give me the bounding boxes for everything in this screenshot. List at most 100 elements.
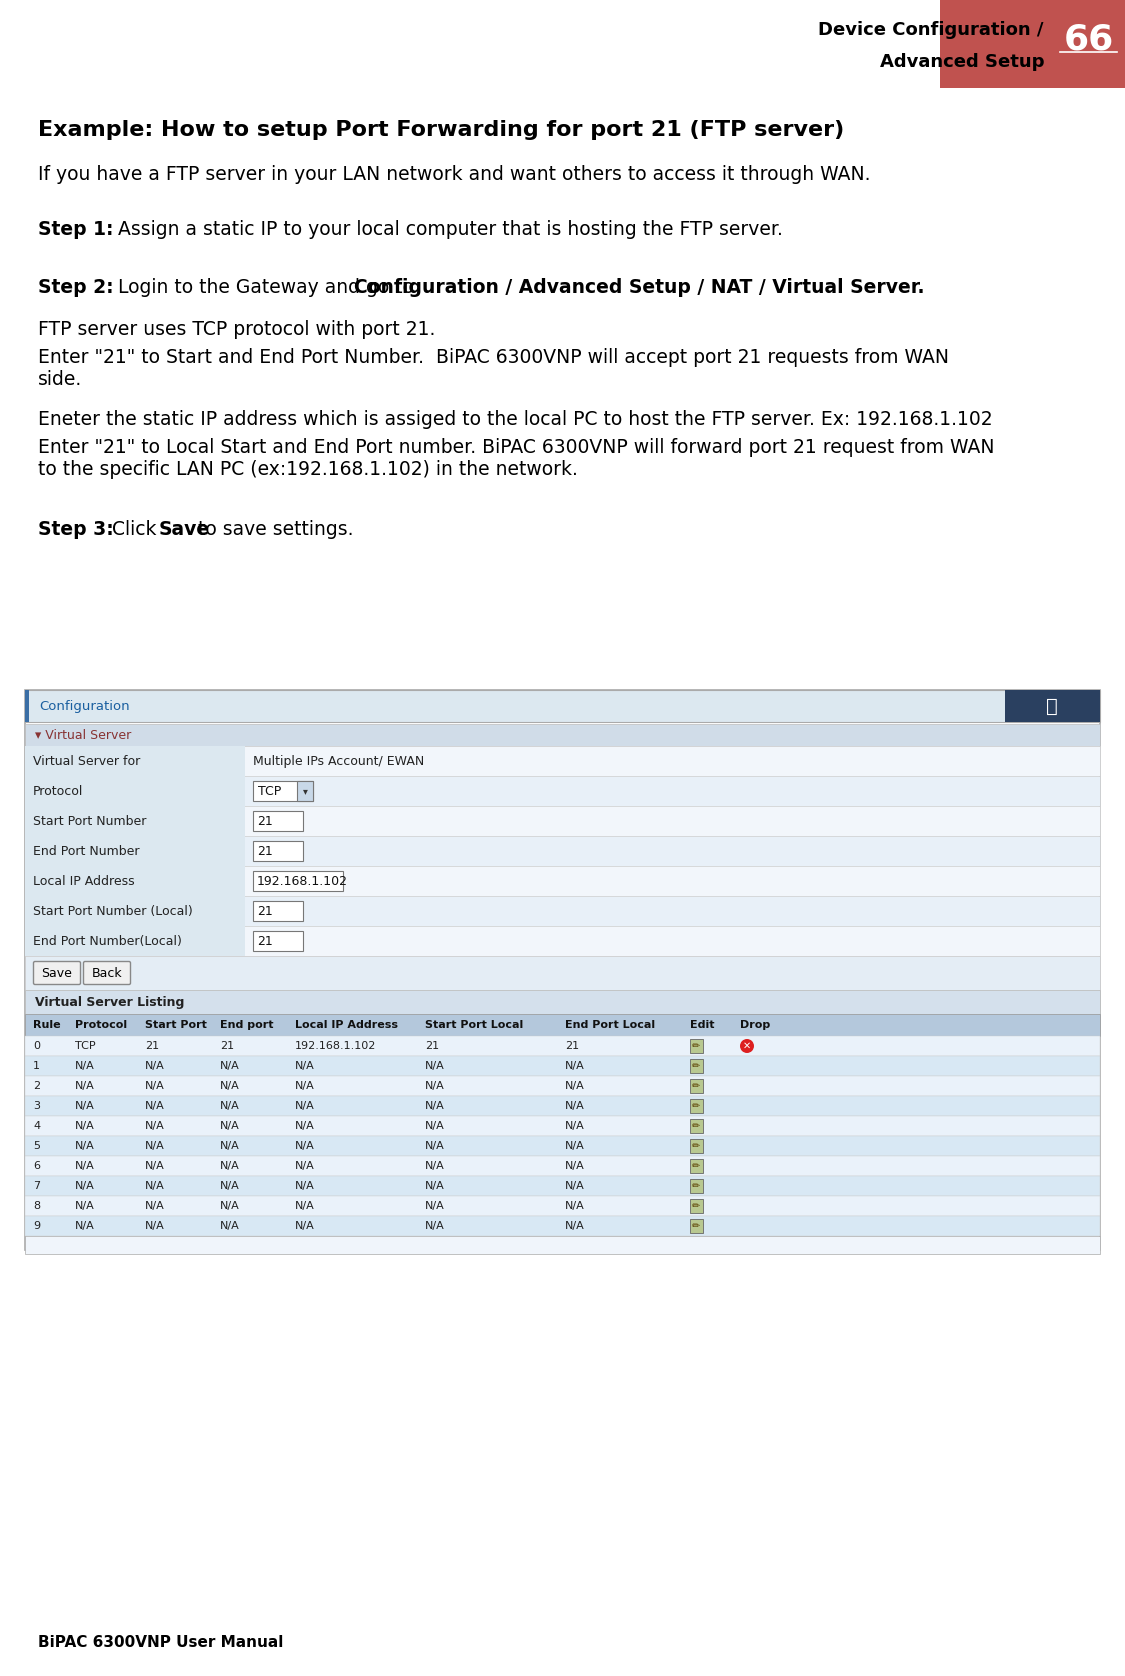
Text: BiPAC 6300VNP User Manual: BiPAC 6300VNP User Manual xyxy=(38,1636,284,1649)
Bar xyxy=(25,897,245,927)
Text: ✏: ✏ xyxy=(692,1182,700,1192)
Bar xyxy=(690,1198,703,1213)
Text: 8: 8 xyxy=(33,1202,40,1212)
Text: 0: 0 xyxy=(33,1041,40,1051)
Bar xyxy=(25,1056,1100,1076)
Text: End port: End port xyxy=(220,1021,273,1031)
Text: Step 1:: Step 1: xyxy=(38,220,114,240)
Text: End Port Number(Local): End Port Number(Local) xyxy=(33,935,182,947)
FancyBboxPatch shape xyxy=(34,962,81,984)
Bar xyxy=(25,691,1100,1250)
Text: N/A: N/A xyxy=(295,1061,315,1071)
Text: 192.168.1.102: 192.168.1.102 xyxy=(295,1041,377,1051)
Text: N/A: N/A xyxy=(565,1222,585,1230)
Text: N/A: N/A xyxy=(565,1141,585,1151)
Bar xyxy=(253,872,343,892)
Bar xyxy=(25,866,245,897)
Text: Click: Click xyxy=(106,520,162,540)
Bar xyxy=(690,1039,703,1053)
Text: ✏: ✏ xyxy=(692,1141,700,1151)
Text: 21: 21 xyxy=(145,1041,159,1051)
Bar xyxy=(25,1096,1100,1116)
Bar xyxy=(253,781,313,801)
Text: ✏: ✏ xyxy=(692,1041,700,1051)
Text: Drop: Drop xyxy=(740,1021,771,1031)
Text: N/A: N/A xyxy=(220,1182,240,1192)
Text: Step 3:: Step 3: xyxy=(38,520,114,540)
Bar xyxy=(25,776,1100,806)
Text: N/A: N/A xyxy=(565,1182,585,1192)
Bar xyxy=(25,1177,1100,1197)
Text: ✏: ✏ xyxy=(692,1061,700,1071)
Text: 7: 7 xyxy=(33,1182,40,1192)
Bar xyxy=(25,955,1100,991)
Text: N/A: N/A xyxy=(145,1141,164,1151)
Text: N/A: N/A xyxy=(425,1121,444,1131)
Text: N/A: N/A xyxy=(75,1161,94,1172)
Circle shape xyxy=(740,1039,754,1053)
Text: ▾: ▾ xyxy=(303,786,307,796)
Text: 21: 21 xyxy=(425,1041,439,1051)
Text: If you have a FTP server in your LAN network and want others to access it throug: If you have a FTP server in your LAN net… xyxy=(38,164,871,184)
Bar xyxy=(253,841,303,861)
Text: N/A: N/A xyxy=(295,1121,315,1131)
Bar xyxy=(690,1160,703,1173)
Text: Start Port: Start Port xyxy=(145,1021,207,1031)
Text: N/A: N/A xyxy=(295,1101,315,1111)
Text: N/A: N/A xyxy=(295,1182,315,1192)
Bar xyxy=(253,930,303,950)
Text: Start Port Number: Start Port Number xyxy=(33,815,146,828)
Text: N/A: N/A xyxy=(75,1061,94,1071)
Bar xyxy=(25,927,1100,955)
Text: Eneter the static IP address which is assiged to the local PC to host the FTP se: Eneter the static IP address which is as… xyxy=(38,411,992,429)
Text: 21: 21 xyxy=(256,905,272,917)
Text: ✏: ✏ xyxy=(692,1202,700,1212)
Bar xyxy=(25,897,1100,927)
Bar xyxy=(25,1156,1100,1177)
Text: N/A: N/A xyxy=(295,1141,315,1151)
Text: Start Port Number (Local): Start Port Number (Local) xyxy=(33,905,192,917)
Text: 3: 3 xyxy=(33,1101,40,1111)
Bar xyxy=(25,1136,1100,1156)
Bar xyxy=(25,927,245,955)
Text: Configuration / Advanced Setup / NAT / Virtual Server.: Configuration / Advanced Setup / NAT / V… xyxy=(353,278,924,297)
Text: N/A: N/A xyxy=(75,1081,94,1091)
Text: ✏: ✏ xyxy=(692,1161,700,1172)
Bar xyxy=(25,1235,1100,1254)
Text: ✏: ✏ xyxy=(692,1081,700,1091)
Text: 1: 1 xyxy=(33,1061,40,1071)
Text: N/A: N/A xyxy=(220,1161,240,1172)
Text: Back: Back xyxy=(92,967,123,979)
Bar xyxy=(690,1120,703,1133)
Text: N/A: N/A xyxy=(75,1222,94,1230)
Text: Example: How to setup Port Forwarding for port 21 (FTP server): Example: How to setup Port Forwarding fo… xyxy=(38,121,844,141)
Bar xyxy=(1005,691,1100,722)
Bar xyxy=(25,691,1100,722)
Text: N/A: N/A xyxy=(145,1121,164,1131)
Text: FTP server uses TCP protocol with port 21.: FTP server uses TCP protocol with port 2… xyxy=(38,320,435,339)
Bar xyxy=(25,836,245,866)
Text: N/A: N/A xyxy=(145,1161,164,1172)
Text: 6: 6 xyxy=(33,1161,40,1172)
Bar xyxy=(25,806,245,836)
Text: End Port Number: End Port Number xyxy=(33,845,140,858)
Text: 21: 21 xyxy=(565,1041,579,1051)
Text: 4: 4 xyxy=(33,1121,40,1131)
Text: Rule: Rule xyxy=(33,1021,61,1031)
Text: N/A: N/A xyxy=(75,1202,94,1212)
Text: N/A: N/A xyxy=(145,1202,164,1212)
Text: Protocol: Protocol xyxy=(33,784,83,798)
Text: Login to the Gateway and go to: Login to the Gateway and go to xyxy=(106,278,420,297)
Text: N/A: N/A xyxy=(145,1222,164,1230)
Text: Enter "21" to Local Start and End Port number. BiPAC 6300VNP will forward port 2: Enter "21" to Local Start and End Port n… xyxy=(38,437,994,479)
Text: N/A: N/A xyxy=(425,1101,444,1111)
Text: N/A: N/A xyxy=(295,1161,315,1172)
Text: N/A: N/A xyxy=(75,1121,94,1131)
Text: Save: Save xyxy=(159,520,209,540)
Text: Step 2:: Step 2: xyxy=(38,278,114,297)
Text: TCP: TCP xyxy=(75,1041,96,1051)
Bar xyxy=(690,1099,703,1113)
Bar xyxy=(25,836,1100,866)
Bar xyxy=(690,1059,703,1073)
Bar xyxy=(297,781,313,801)
